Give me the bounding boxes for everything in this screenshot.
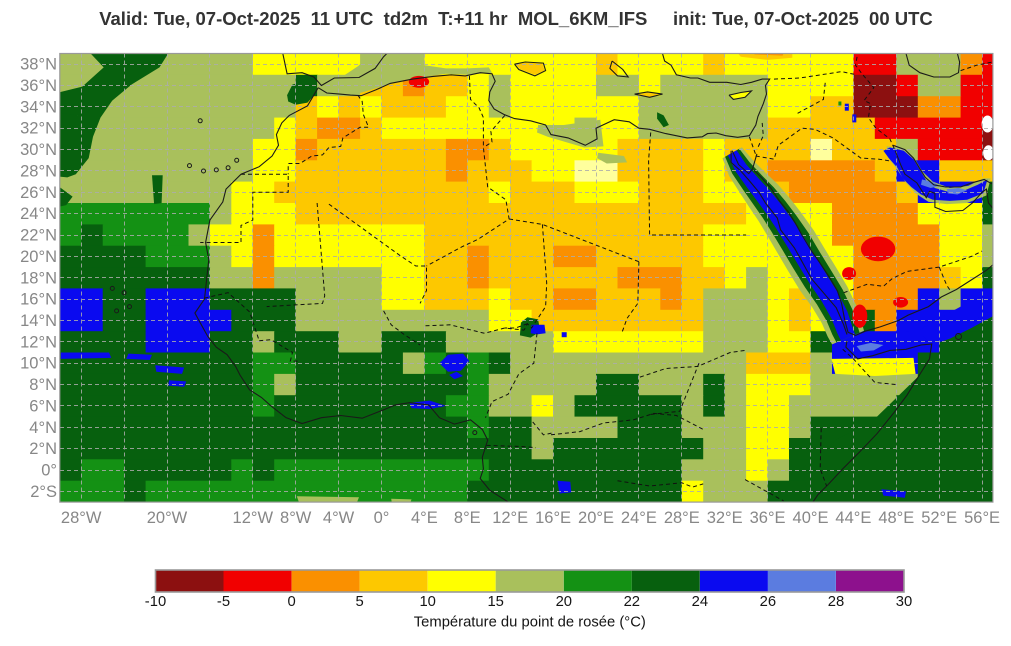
svg-text:8°E: 8°E: [454, 509, 481, 527]
svg-text:48°E: 48°E: [878, 509, 914, 527]
svg-text:20: 20: [556, 594, 572, 610]
svg-text:16°E: 16°E: [535, 509, 571, 527]
svg-text:14°N: 14°N: [20, 312, 57, 330]
svg-text:44°E: 44°E: [835, 509, 871, 527]
svg-text:0°: 0°: [374, 509, 390, 527]
svg-text:22: 22: [624, 594, 640, 610]
svg-text:5: 5: [355, 594, 363, 610]
svg-text:36°E: 36°E: [750, 509, 786, 527]
svg-text:56°E: 56°E: [964, 509, 1000, 527]
svg-text:8°W: 8°W: [280, 509, 312, 527]
svg-text:24°N: 24°N: [20, 205, 57, 223]
svg-text:4°N: 4°N: [29, 419, 57, 437]
svg-text:4°W: 4°W: [323, 509, 355, 527]
svg-text:15: 15: [487, 594, 503, 610]
svg-text:Valid: Tue, 07-Oct-2025 11 UT: Valid: Tue, 07-Oct-2025 11 UTC td2m T:+1…: [99, 8, 933, 29]
svg-text:28°W: 28°W: [61, 509, 102, 527]
svg-text:28°E: 28°E: [664, 509, 700, 527]
svg-text:32°N: 32°N: [20, 120, 57, 138]
svg-text:2°S: 2°S: [30, 483, 57, 501]
svg-text:8°N: 8°N: [29, 376, 57, 394]
svg-text:36°N: 36°N: [20, 77, 57, 95]
svg-text:30°N: 30°N: [20, 141, 57, 159]
svg-text:52°E: 52°E: [921, 509, 957, 527]
svg-text:0: 0: [287, 594, 295, 610]
svg-text:-10: -10: [145, 594, 166, 610]
svg-text:40°E: 40°E: [793, 509, 829, 527]
svg-text:24°E: 24°E: [621, 509, 657, 527]
svg-text:26°N: 26°N: [20, 184, 57, 202]
svg-text:24: 24: [692, 594, 708, 610]
svg-text:32°E: 32°E: [707, 509, 743, 527]
svg-text:20°W: 20°W: [147, 509, 188, 527]
svg-text:Température du point de rosée: Température du point de rosée (°C): [414, 615, 646, 631]
svg-text:22°N: 22°N: [20, 227, 57, 245]
svg-text:20°N: 20°N: [20, 248, 57, 266]
svg-text:20°E: 20°E: [578, 509, 614, 527]
svg-text:12°E: 12°E: [492, 509, 528, 527]
svg-text:16°N: 16°N: [20, 291, 57, 309]
svg-text:4°E: 4°E: [411, 509, 438, 527]
svg-text:0°: 0°: [41, 462, 57, 480]
svg-text:28: 28: [828, 594, 844, 610]
svg-text:30: 30: [896, 594, 912, 610]
svg-text:18°N: 18°N: [20, 269, 57, 287]
svg-text:2°N: 2°N: [29, 440, 57, 458]
svg-text:38°N: 38°N: [20, 56, 57, 74]
svg-text:-5: -5: [217, 594, 230, 610]
svg-text:10°N: 10°N: [20, 355, 57, 373]
svg-text:26: 26: [760, 594, 776, 610]
svg-text:6°N: 6°N: [29, 397, 57, 415]
svg-text:12°N: 12°N: [20, 333, 57, 351]
svg-text:28°N: 28°N: [20, 163, 57, 181]
svg-text:10: 10: [419, 594, 435, 610]
svg-text:34°N: 34°N: [20, 98, 57, 116]
svg-text:12°W: 12°W: [233, 509, 274, 527]
